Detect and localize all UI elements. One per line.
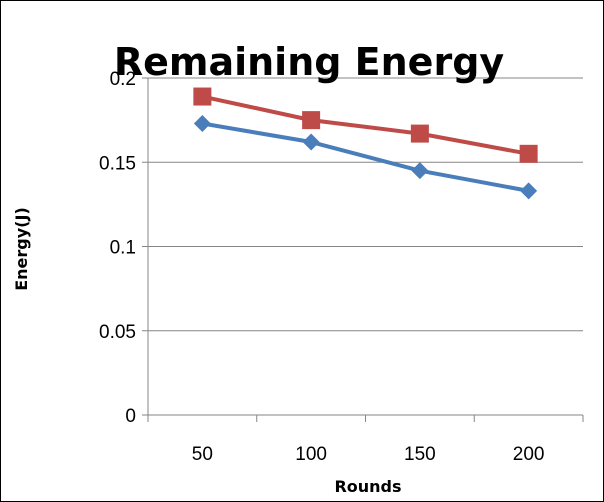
y-tick-label: 0.05 — [99, 322, 136, 343]
y-axis-title: Energy(J) — [12, 207, 31, 291]
x-tick-label: 150 — [404, 444, 436, 465]
series-layer — [193, 87, 538, 200]
series-1-point — [520, 182, 538, 200]
x-tick-label: 50 — [192, 444, 213, 465]
series-1-point — [411, 162, 429, 180]
series-2-point — [519, 144, 538, 163]
y-tick-label: 0.15 — [99, 153, 136, 174]
series-1-line — [202, 121, 529, 193]
series-1-point — [193, 114, 211, 132]
chart-title: Remaining Energy — [114, 40, 505, 84]
gridlines — [148, 77, 583, 332]
y-tick-label: 0 — [125, 406, 136, 427]
x-tick-label: 200 — [513, 444, 545, 465]
series-2-point — [193, 87, 212, 106]
tick-labels: 0 0.05 0.1 0.15 0.2 50 100 150 200 — [99, 69, 544, 465]
series-1-point — [302, 133, 320, 151]
series-2-point — [302, 111, 321, 130]
series-2-point — [410, 124, 429, 143]
y-tick-label: 0.1 — [110, 238, 136, 259]
axes — [142, 77, 584, 422]
x-tick-label: 100 — [295, 444, 327, 465]
series-2-line — [201, 94, 529, 156]
x-axis-title: Rounds — [334, 477, 401, 496]
y-tick-label: 0.2 — [110, 69, 136, 90]
